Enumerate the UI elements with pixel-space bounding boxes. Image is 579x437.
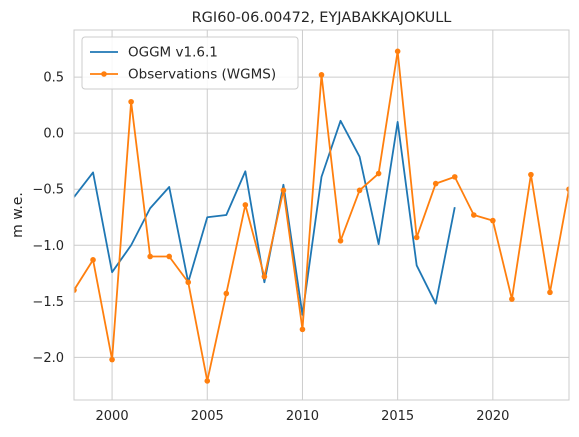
data-point (223, 290, 230, 297)
data-point (242, 202, 249, 208)
legend-label: Observations (WGMS) (128, 67, 276, 83)
data-point (375, 170, 382, 177)
data-point (74, 287, 77, 293)
series-0 (74, 119, 456, 316)
data-point (356, 187, 363, 194)
x-tick-label: 2010 (286, 409, 319, 424)
y-tick-label: −2.0 (32, 351, 64, 366)
legend-marker (101, 71, 107, 77)
data-point (204, 378, 211, 384)
y-tick-label: 0.5 (43, 71, 64, 86)
data-point (451, 174, 458, 180)
data-point (299, 326, 306, 333)
y-tick-label: 0.0 (43, 127, 64, 142)
x-tick-label: 2015 (381, 409, 414, 424)
y-tick-label: −1.5 (32, 295, 64, 310)
data-point (471, 212, 477, 218)
y-axis-label: m w.e. (10, 192, 26, 238)
data-point (261, 273, 268, 280)
series-1 (74, 48, 569, 384)
series-line (74, 119, 456, 316)
data-point (394, 48, 401, 55)
chart-title: RGI60-06.00472, EYJABAKKAJOKULL (192, 10, 452, 26)
data-point (413, 234, 420, 241)
legend: OGGM v1.6.1 Observations (WGMS) (81, 36, 299, 90)
x-tick-label: 2000 (96, 409, 129, 424)
x-tick-label: 2020 (476, 409, 509, 424)
tick-labels: 2000 2005 2010 2015 2020 −2.0 −1.5 −1.0 −0.5 0.0 0… (32, 71, 509, 424)
plot-area (74, 30, 569, 400)
data-point (509, 296, 515, 302)
data-point (109, 356, 115, 363)
data-point (566, 186, 569, 193)
data-point (547, 289, 553, 296)
data-point (280, 187, 287, 194)
legend-label: OGGM v1.6.1 (128, 45, 218, 61)
data-point (337, 237, 344, 244)
data-point (90, 257, 96, 263)
series-layer (74, 48, 569, 384)
y-tick-label: −0.5 (32, 183, 64, 198)
data-point (166, 253, 172, 260)
data-point (185, 279, 192, 286)
data-point (318, 72, 325, 78)
plot-frame (73, 29, 570, 401)
data-point (528, 171, 534, 178)
data-point (432, 180, 439, 187)
y-tick-label: −1.0 (32, 239, 64, 254)
data-point (128, 98, 134, 105)
data-point (490, 217, 496, 224)
x-tick-label: 2005 (191, 409, 224, 424)
data-point (147, 253, 153, 260)
legend-box (81, 36, 299, 90)
